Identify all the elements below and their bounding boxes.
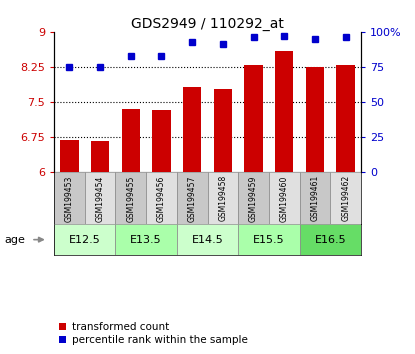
Bar — [85, 172, 115, 224]
Text: GSM199457: GSM199457 — [188, 175, 197, 222]
Text: E12.5: E12.5 — [69, 235, 100, 245]
Bar — [183, 87, 201, 172]
Text: GSM199462: GSM199462 — [341, 175, 350, 222]
Bar — [60, 141, 78, 172]
Text: GSM199453: GSM199453 — [65, 175, 74, 222]
Bar — [306, 67, 324, 172]
Bar — [115, 172, 146, 224]
Bar — [300, 172, 330, 224]
Text: GSM199461: GSM199461 — [310, 175, 320, 222]
Legend: transformed count, percentile rank within the sample: transformed count, percentile rank withi… — [59, 322, 247, 345]
Bar — [54, 224, 115, 255]
Bar — [177, 224, 238, 255]
Bar — [330, 172, 361, 224]
Text: GSM199456: GSM199456 — [157, 175, 166, 222]
Bar — [337, 65, 355, 172]
Text: E15.5: E15.5 — [253, 235, 285, 245]
Text: E13.5: E13.5 — [130, 235, 162, 245]
Bar — [300, 224, 361, 255]
Bar — [269, 172, 300, 224]
Bar — [115, 224, 177, 255]
Bar — [208, 172, 238, 224]
Bar — [54, 172, 85, 224]
Title: GDS2949 / 110292_at: GDS2949 / 110292_at — [131, 17, 284, 31]
Bar — [122, 109, 140, 172]
Bar — [152, 110, 171, 172]
Bar — [238, 224, 300, 255]
Text: GSM199459: GSM199459 — [249, 175, 258, 222]
Bar — [214, 89, 232, 172]
Bar — [238, 172, 269, 224]
Bar — [91, 141, 109, 172]
Text: GSM199454: GSM199454 — [95, 175, 105, 222]
Text: age: age — [4, 235, 25, 245]
Bar — [146, 172, 177, 224]
Bar — [177, 172, 208, 224]
Text: E14.5: E14.5 — [192, 235, 223, 245]
Text: GSM199458: GSM199458 — [218, 175, 227, 222]
Bar — [244, 65, 263, 172]
Text: E16.5: E16.5 — [315, 235, 346, 245]
Bar — [275, 51, 293, 172]
Text: GSM199455: GSM199455 — [126, 175, 135, 222]
Text: GSM199460: GSM199460 — [280, 175, 289, 222]
